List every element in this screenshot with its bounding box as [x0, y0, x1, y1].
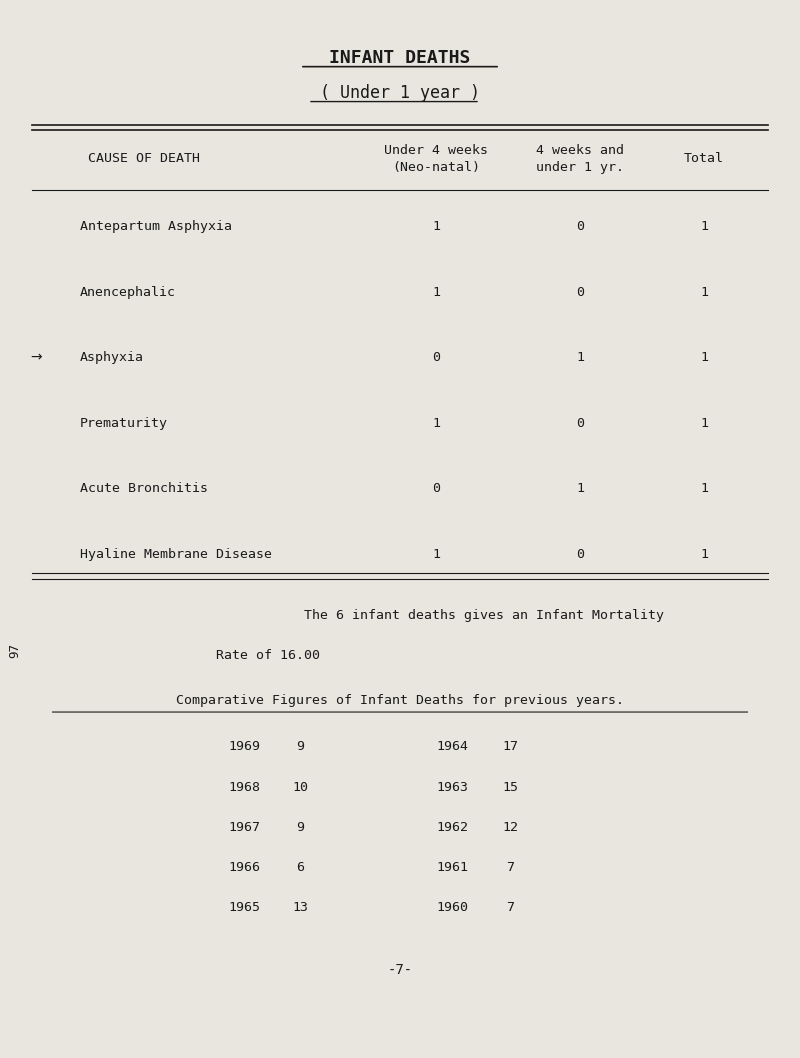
Text: Prematurity: Prematurity: [80, 417, 168, 430]
Text: →: →: [30, 350, 42, 365]
Text: 97: 97: [8, 643, 21, 658]
Text: 1962: 1962: [436, 821, 468, 834]
Text: 0: 0: [576, 417, 584, 430]
Text: 7: 7: [506, 861, 514, 874]
Text: 1: 1: [576, 482, 584, 495]
Text: 0: 0: [576, 286, 584, 298]
Text: Asphyxia: Asphyxia: [80, 351, 144, 364]
Text: CAUSE OF DEATH: CAUSE OF DEATH: [88, 152, 200, 165]
Text: 1: 1: [576, 351, 584, 364]
Text: 7: 7: [506, 901, 514, 914]
Text: 1964: 1964: [436, 741, 468, 753]
Text: 1: 1: [700, 482, 708, 495]
Text: 4 weeks and
under 1 yr.: 4 weeks and under 1 yr.: [536, 144, 624, 174]
Text: Rate of 16.00: Rate of 16.00: [216, 650, 320, 662]
Text: 1965: 1965: [228, 901, 260, 914]
Text: Acute Bronchitis: Acute Bronchitis: [80, 482, 208, 495]
Text: INFANT DEATHS: INFANT DEATHS: [330, 49, 470, 68]
Text: 0: 0: [576, 220, 584, 233]
Text: 0: 0: [432, 482, 440, 495]
Text: 13: 13: [292, 901, 308, 914]
Text: 1: 1: [432, 417, 440, 430]
Text: 1: 1: [432, 220, 440, 233]
Text: 1: 1: [700, 220, 708, 233]
Text: 0: 0: [432, 351, 440, 364]
Text: 1: 1: [700, 548, 708, 561]
Text: 1961: 1961: [436, 861, 468, 874]
Text: 1966: 1966: [228, 861, 260, 874]
Text: 15: 15: [502, 781, 518, 794]
Text: 9: 9: [296, 821, 304, 834]
Text: 9: 9: [296, 741, 304, 753]
Text: Total: Total: [684, 152, 724, 165]
Text: 1969: 1969: [228, 741, 260, 753]
Text: -7-: -7-: [387, 963, 413, 978]
Text: ( Under 1 year ): ( Under 1 year ): [320, 84, 480, 103]
Text: Antepartum Asphyxia: Antepartum Asphyxia: [80, 220, 232, 233]
Text: 1: 1: [432, 286, 440, 298]
Text: The 6 infant deaths gives an Infant Mortality: The 6 infant deaths gives an Infant Mort…: [304, 609, 664, 622]
Text: 1: 1: [700, 286, 708, 298]
Text: 10: 10: [292, 781, 308, 794]
Text: 1963: 1963: [436, 781, 468, 794]
Text: 1: 1: [700, 351, 708, 364]
Text: 6: 6: [296, 861, 304, 874]
Text: 0: 0: [576, 548, 584, 561]
Text: Anencephalic: Anencephalic: [80, 286, 176, 298]
Text: 17: 17: [502, 741, 518, 753]
Text: Under 4 weeks
(Neo-natal): Under 4 weeks (Neo-natal): [384, 144, 488, 174]
Text: 1960: 1960: [436, 901, 468, 914]
Text: Hyaline Membrane Disease: Hyaline Membrane Disease: [80, 548, 272, 561]
Text: 1967: 1967: [228, 821, 260, 834]
Text: 1968: 1968: [228, 781, 260, 794]
Text: 1: 1: [432, 548, 440, 561]
Text: Comparative Figures of Infant Deaths for previous years.: Comparative Figures of Infant Deaths for…: [176, 694, 624, 707]
Text: 1: 1: [700, 417, 708, 430]
Text: 12: 12: [502, 821, 518, 834]
